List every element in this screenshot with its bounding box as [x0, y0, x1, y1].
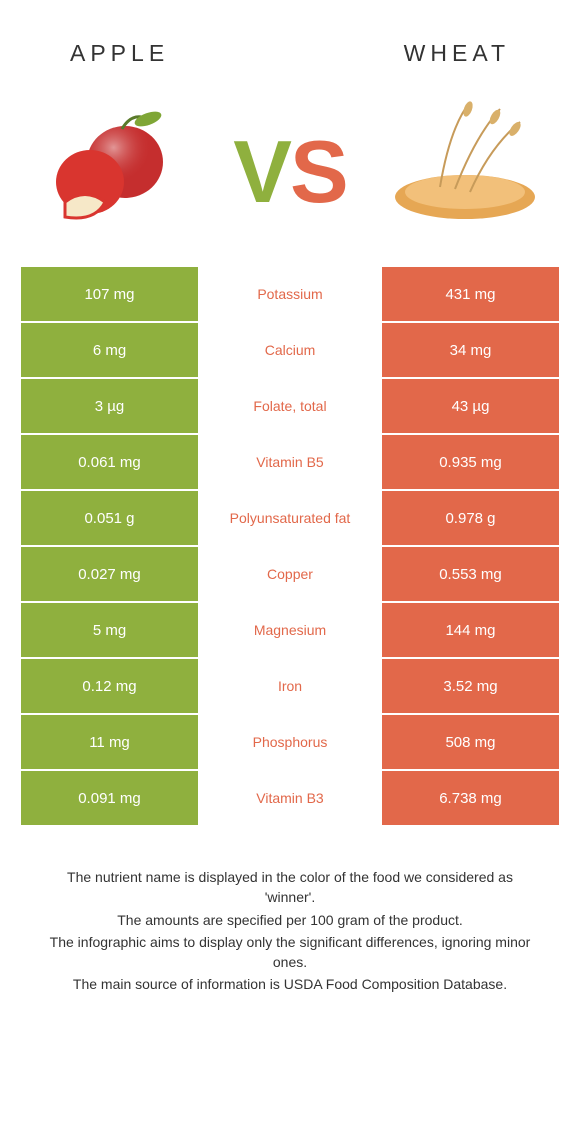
vs-v: V	[233, 122, 290, 221]
nutrient-name: Magnesium	[200, 603, 380, 657]
nutrient-name: Copper	[200, 547, 380, 601]
apple-value: 0.027 mg	[21, 547, 200, 601]
wheat-value: 431 mg	[380, 267, 559, 321]
footnote-line: The amounts are specified per 100 gram o…	[40, 910, 540, 930]
wheat-value: 34 mg	[380, 323, 559, 377]
apple-value: 0.061 mg	[21, 435, 200, 489]
table-row: 6 mgCalcium34 mg	[21, 323, 559, 379]
nutrient-name: Phosphorus	[200, 715, 380, 769]
apple-value: 11 mg	[21, 715, 200, 769]
footnote-line: The nutrient name is displayed in the co…	[40, 867, 540, 908]
title-apple: APPLE	[70, 40, 169, 67]
table-row: 0.061 mgVitamin B50.935 mg	[21, 435, 559, 491]
wheat-value: 0.935 mg	[380, 435, 559, 489]
wheat-image	[380, 97, 550, 227]
apple-value: 6 mg	[21, 323, 200, 377]
apple-value: 0.051 g	[21, 491, 200, 545]
nutrient-name: Calcium	[200, 323, 380, 377]
table-row: 0.027 mgCopper0.553 mg	[21, 547, 559, 603]
nutrient-name: Polyunsaturated fat	[200, 491, 380, 545]
vs-s: S	[290, 122, 347, 221]
wheat-value: 508 mg	[380, 715, 559, 769]
footnote-line: The infographic aims to display only the…	[40, 932, 540, 973]
header: APPLE WHEAT	[0, 0, 580, 77]
wheat-value: 43 µg	[380, 379, 559, 433]
table-row: 0.051 gPolyunsaturated fat0.978 g	[21, 491, 559, 547]
apple-value: 5 mg	[21, 603, 200, 657]
apple-value: 0.091 mg	[21, 771, 200, 825]
wheat-value: 144 mg	[380, 603, 559, 657]
wheat-value: 6.738 mg	[380, 771, 559, 825]
nutrient-name: Iron	[200, 659, 380, 713]
table-row: 3 µgFolate, total43 µg	[21, 379, 559, 435]
comparison-table: 107 mgPotassium431 mg6 mgCalcium34 mg3 µ…	[21, 267, 559, 827]
nutrient-name: Potassium	[200, 267, 380, 321]
footnotes: The nutrient name is displayed in the co…	[40, 867, 540, 995]
wheat-value: 0.978 g	[380, 491, 559, 545]
table-row: 0.12 mgIron3.52 mg	[21, 659, 559, 715]
table-row: 11 mgPhosphorus508 mg	[21, 715, 559, 771]
hero-vs: VS	[0, 77, 580, 267]
apple-value: 3 µg	[21, 379, 200, 433]
nutrient-name: Vitamin B5	[200, 435, 380, 489]
nutrient-name: Vitamin B3	[200, 771, 380, 825]
apple-value: 107 mg	[21, 267, 200, 321]
vs-label: VS	[233, 121, 346, 223]
apple-image	[30, 107, 200, 237]
apple-value: 0.12 mg	[21, 659, 200, 713]
wheat-value: 0.553 mg	[380, 547, 559, 601]
nutrient-name: Folate, total	[200, 379, 380, 433]
footnote-line: The main source of information is USDA F…	[40, 974, 540, 994]
table-row: 5 mgMagnesium144 mg	[21, 603, 559, 659]
title-wheat: WHEAT	[404, 40, 510, 67]
table-row: 107 mgPotassium431 mg	[21, 267, 559, 323]
wheat-value: 3.52 mg	[380, 659, 559, 713]
table-row: 0.091 mgVitamin B36.738 mg	[21, 771, 559, 827]
